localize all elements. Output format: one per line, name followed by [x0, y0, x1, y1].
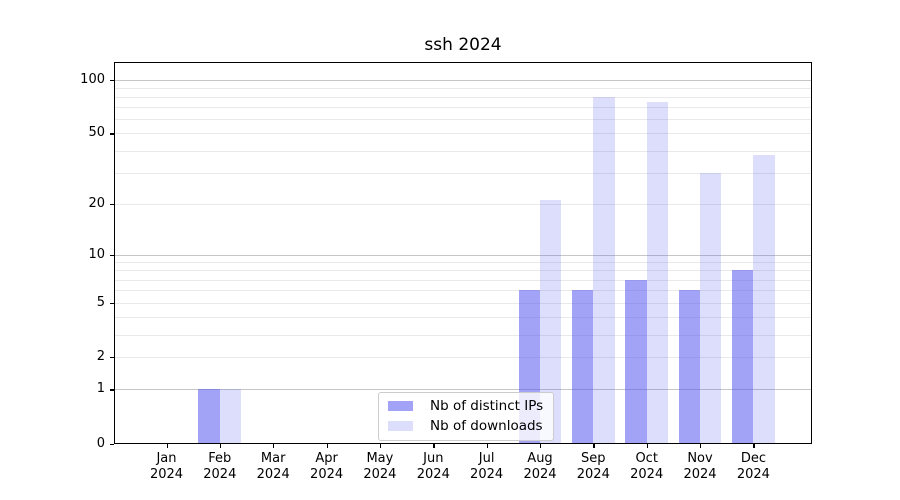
y-gridline-minor — [115, 262, 811, 264]
x-tick-label-oct: Oct 2024 — [630, 451, 664, 482]
y-gridline-minor — [115, 279, 811, 281]
x-tick-mark — [166, 444, 168, 448]
y-gridline-major — [115, 254, 811, 256]
x-tick-label-mar: Mar 2024 — [256, 451, 290, 482]
x-tick-mark — [486, 444, 488, 448]
bar-distinct-ips-dec — [732, 270, 754, 444]
y-gridline-major — [115, 389, 811, 391]
y-gridline-minor — [115, 357, 811, 359]
x-tick-mark — [219, 444, 222, 448]
y-gridline-minor — [115, 270, 811, 272]
bar-downloads-sep — [593, 96, 615, 444]
x-tick-mark — [700, 444, 702, 448]
x-tick-label-apr: Apr 2024 — [310, 451, 344, 482]
plot-frame — [114, 62, 812, 444]
y-tick-label-1: 1 — [96, 381, 105, 397]
bar-downloads-feb — [219, 389, 242, 444]
y-gridline-minor — [115, 203, 811, 205]
y-tick-mark — [110, 203, 114, 205]
x-tick-label-dec: Dec 2024 — [736, 451, 770, 482]
y-gridline-minor — [115, 119, 811, 121]
legend-item-distinct-ips: Nb of distinct IPs — [388, 398, 543, 414]
x-tick-label-jan: Jan 2024 — [149, 451, 184, 482]
y-gridline-minor — [115, 172, 811, 174]
x-tick-label-jun: Jun 2024 — [416, 451, 450, 482]
bar-distinct-ips-oct — [625, 279, 647, 444]
y-tick-mark — [110, 389, 114, 391]
x-tick-label-may: May 2024 — [363, 451, 397, 482]
y-tick-mark — [110, 254, 114, 256]
bar-downloads-oct — [646, 101, 669, 444]
y-tick-mark — [110, 357, 114, 359]
bar-downloads-dec — [753, 154, 775, 444]
y-tick-mark — [110, 79, 114, 81]
legend-label-distinct-ips: Nb of distinct IPs — [430, 398, 544, 414]
bar-downloads-nov — [700, 172, 722, 444]
chart-title: ssh 2024 — [424, 35, 502, 55]
x-tick-label-nov: Nov 2024 — [683, 451, 717, 482]
x-tick-mark — [379, 444, 382, 448]
x-tick-mark — [646, 444, 648, 448]
y-gridline-minor — [115, 290, 811, 292]
y-gridline-minor — [115, 334, 811, 336]
legend-swatch-distinct-ips-icon — [388, 401, 413, 411]
y-tick-label-0: 0 — [96, 436, 105, 451]
y-gridline-minor — [115, 316, 811, 318]
x-tick-mark — [326, 444, 328, 448]
x-tick-label-aug: Aug 2024 — [523, 451, 557, 482]
y-tick-mark — [110, 302, 114, 304]
y-gridline-minor — [115, 133, 811, 135]
legend-swatch-downloads-icon — [388, 421, 413, 431]
y-tick-label-50: 50 — [88, 125, 105, 141]
y-gridline-major — [115, 79, 811, 81]
y-gridline-minor — [115, 87, 811, 89]
y-tick-label-2: 2 — [96, 349, 105, 365]
y-tick-mark — [110, 444, 114, 446]
x-tick-mark — [593, 444, 595, 448]
bar-distinct-ips-sep — [571, 290, 594, 444]
bar-downloads-aug — [540, 199, 562, 444]
y-gridline-minor — [115, 96, 811, 98]
x-tick-label-feb: Feb 2024 — [203, 451, 237, 482]
x-tick-mark — [540, 444, 542, 448]
legend-label-downloads: Nb of downloads — [430, 418, 543, 434]
x-tick-mark — [433, 444, 435, 448]
x-tick-label-jul: Jul 2024 — [470, 451, 504, 482]
y-tick-label-20: 20 — [88, 195, 105, 211]
legend: Nb of distinct IPs Nb of downloads — [378, 392, 555, 441]
y-gridline-minor — [115, 302, 811, 304]
y-tick-label-100: 100 — [80, 71, 105, 87]
y-tick-mark — [110, 133, 114, 135]
legend-item-downloads: Nb of downloads — [388, 418, 543, 434]
y-tick-label-5: 5 — [96, 294, 105, 310]
bar-distinct-ips-nov — [678, 290, 700, 444]
y-tick-label-10: 10 — [88, 246, 105, 262]
x-tick-mark — [273, 444, 275, 448]
y-gridline-minor — [115, 107, 811, 109]
bar-distinct-ips-feb — [198, 389, 220, 444]
x-tick-mark — [753, 444, 755, 448]
y-gridline-minor — [115, 150, 811, 152]
x-tick-label-sep: Sep 2024 — [576, 451, 610, 482]
